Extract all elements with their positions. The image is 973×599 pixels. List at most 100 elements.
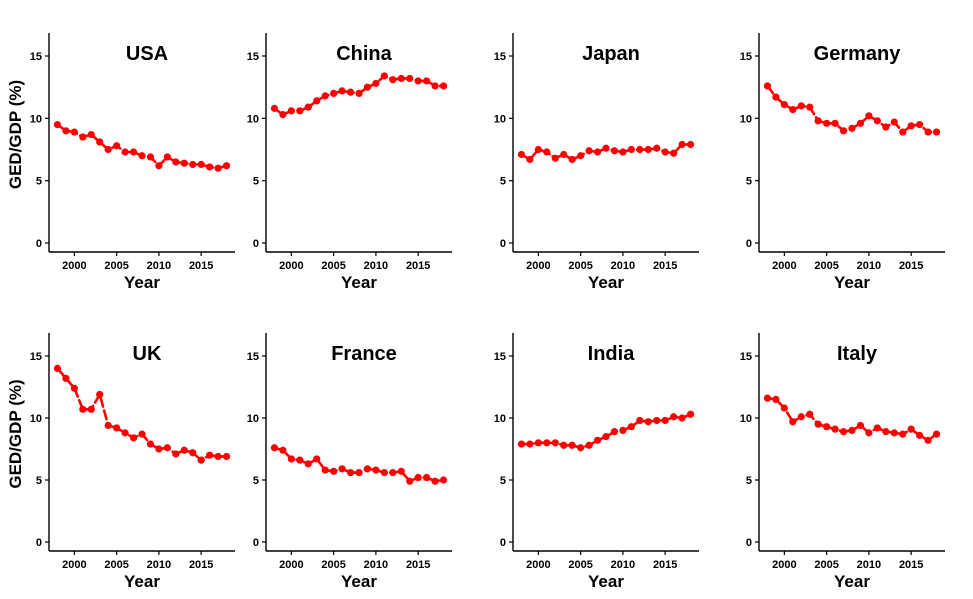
data-point [602, 433, 610, 441]
data-point [287, 107, 295, 115]
data-point [380, 72, 388, 80]
data-point [214, 452, 222, 461]
y-tick-label: 10 [247, 113, 259, 125]
data-point [865, 429, 873, 437]
y-tick-label: 15 [30, 51, 42, 63]
data-point [661, 148, 669, 156]
data-point [79, 133, 87, 141]
data-point [104, 421, 112, 430]
x-axis-label: Year [341, 273, 377, 292]
data-point [138, 152, 146, 160]
data-point [330, 467, 338, 475]
data-point [568, 441, 576, 449]
x-tick-label: 2000 [772, 260, 796, 272]
data-point [296, 107, 304, 115]
panel-india: 0 5 10 15 2000 2005 2010 2015 Year India [494, 333, 699, 591]
data-point [848, 426, 856, 434]
x-axis-label: Year [124, 273, 160, 292]
data-point [806, 410, 814, 418]
data-point [338, 465, 346, 473]
data-point [372, 79, 380, 88]
data-point [627, 423, 635, 431]
data-point [397, 467, 405, 475]
data-point [363, 83, 372, 91]
y-tick-label: 10 [740, 113, 752, 125]
data-point [355, 89, 363, 97]
x-tick-label: 2015 [899, 260, 923, 272]
panel-japan: 0 5 10 15 2000 2005 2010 2015 Year Japan [494, 33, 699, 292]
data-point [823, 423, 831, 431]
data-point [890, 429, 898, 437]
data-point [543, 148, 551, 156]
data-point [670, 149, 678, 157]
data-point [62, 374, 70, 382]
x-tick-label: 2015 [406, 260, 430, 272]
y-tick-label: 5 [500, 475, 506, 487]
data-point [780, 101, 788, 109]
data-point [296, 456, 304, 464]
data-point [873, 424, 881, 432]
x-tick-label: 2005 [321, 559, 345, 571]
data-point [610, 428, 619, 436]
data-point [551, 154, 559, 162]
data-point [636, 416, 644, 425]
data-point [670, 413, 678, 421]
data-point [907, 425, 915, 433]
x-tick-label: 2015 [899, 559, 923, 571]
y-tick-label: 10 [740, 413, 752, 425]
data-point [568, 155, 576, 164]
panel-title: India [588, 343, 636, 365]
data-point [222, 452, 231, 461]
y-tick-label: 0 [36, 238, 42, 250]
x-tick-label: 2000 [62, 559, 86, 571]
data-point [916, 431, 924, 439]
data-point [423, 473, 431, 482]
data-point [831, 119, 839, 127]
data-point [304, 460, 312, 468]
x-tick-label: 2010 [364, 260, 388, 272]
x-axis-label: Year [124, 572, 160, 591]
x-tick-label: 2005 [104, 260, 128, 272]
data-point [206, 451, 214, 459]
data-point [585, 441, 593, 449]
data-point [686, 140, 695, 149]
panel-usa: 0 5 10 15 2000 2005 2010 2015 Year GED/GDP (%) USA [6, 33, 235, 292]
x-tick-label: 2000 [279, 260, 303, 272]
y-tick-label: 0 [36, 537, 42, 549]
data-point [560, 441, 568, 449]
data-point [321, 92, 329, 100]
series-line [56, 367, 228, 462]
data-point [526, 155, 534, 164]
data-point [163, 153, 171, 161]
data-point [389, 468, 397, 477]
x-tick-label: 2000 [62, 260, 86, 272]
data-point [814, 420, 822, 428]
x-tick-label: 2015 [653, 559, 677, 571]
y-tick-label: 5 [36, 176, 42, 188]
data-point [214, 164, 222, 172]
data-point [121, 429, 129, 437]
data-point [619, 426, 627, 434]
data-point [619, 148, 627, 156]
data-point [636, 145, 644, 154]
data-point [70, 128, 78, 136]
data-point [924, 436, 932, 444]
data-point [780, 404, 788, 412]
data-point [146, 153, 155, 161]
data-point [87, 130, 95, 139]
data-point [355, 468, 363, 477]
panel-title: Italy [837, 343, 878, 365]
y-tick-label: 15 [494, 351, 506, 363]
y-tick-label: 0 [500, 537, 506, 549]
x-tick-label: 2005 [104, 559, 128, 571]
x-tick-label: 2015 [406, 559, 430, 571]
x-axis-label: Year [341, 572, 377, 591]
x-axis-label: Year [834, 273, 870, 292]
data-point [113, 424, 121, 432]
data-point [96, 390, 104, 399]
data-point [62, 127, 70, 135]
data-point [287, 455, 295, 463]
x-tick-label: 2000 [772, 559, 796, 571]
y-tick-label: 5 [253, 475, 259, 487]
data-point [678, 414, 686, 422]
